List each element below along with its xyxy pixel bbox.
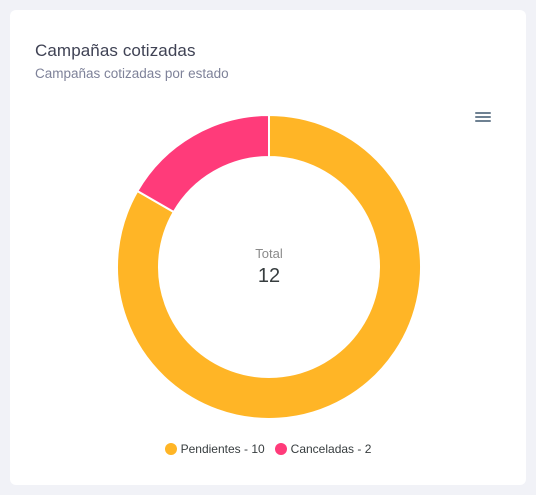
center-total-value: 12 [257,265,281,287]
center-total-label: Total [255,246,283,261]
legend-marker-canceladas [274,443,287,455]
donut-slice-canceladas[interactable] [135,113,270,214]
menu-bar [475,112,491,114]
menu-bar [475,120,491,122]
donut-slices [116,113,422,420]
legend-label-canceladas: Canceladas - 2 [290,442,372,456]
legend-item-canceladas[interactable]: Canceladas - 2 [274,442,372,456]
card-title: Campañas cotizadas [35,41,196,60]
legend-item-pendientes[interactable]: Pendientes - 10 [164,442,265,456]
card-subtitle: Campañas cotizadas por estado [35,66,229,81]
legend-marker-pendientes [164,443,177,455]
chart-card: Campañas cotizadas Campañas cotizadas po… [10,10,526,485]
menu-bar [475,116,491,118]
donut-slice-pendientes[interactable] [116,113,422,420]
chart-legend: Pendientes - 10 Canceladas - 2 [10,442,526,456]
legend-label-pendientes: Pendientes - 10 [180,442,265,456]
donut-chart [116,113,422,420]
hamburger-menu-icon[interactable] [472,108,494,126]
